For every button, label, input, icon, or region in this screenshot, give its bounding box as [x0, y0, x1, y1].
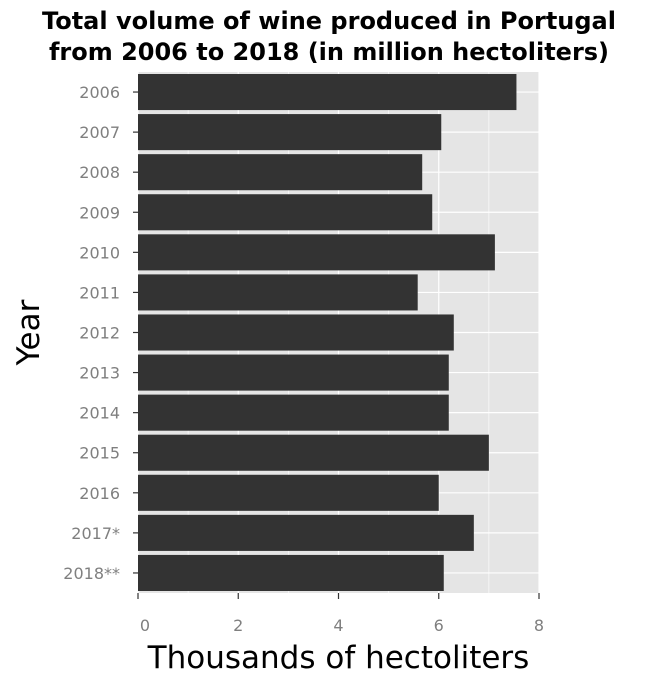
x-tick-label: 6: [434, 616, 444, 635]
y-tick-label: 2010: [79, 243, 120, 262]
chart-title-line-2: from 2006 to 2018 (in million hectoliter…: [48, 38, 610, 66]
bar-2013: [138, 354, 449, 391]
y-axis-title: Year: [11, 299, 47, 366]
y-tick-label: 2006: [79, 83, 120, 102]
y-tick-label: 2013: [79, 364, 120, 383]
bar-2006: [138, 74, 517, 111]
bars: [138, 74, 517, 591]
y-tick-label: 2011: [79, 283, 120, 302]
bar-2010: [138, 234, 495, 271]
y-tick-label: 2014: [79, 404, 120, 423]
chart-title-line-1: Total volume of wine produced in Portuga…: [42, 7, 616, 35]
x-tick-label: 2: [233, 616, 243, 635]
bar-2008: [138, 154, 423, 191]
y-tick-label: 2015: [79, 444, 120, 463]
x-tick-label: 4: [333, 616, 343, 635]
y-tick-label: 2018**: [63, 564, 120, 583]
bar-2007: [138, 114, 442, 151]
bar-2012: [138, 314, 454, 351]
y-axis: 2006 2007 2008 2009 2010 2011 2012 2013 2014 2015…: [63, 83, 138, 583]
y-tick-label: 2016: [79, 484, 120, 503]
y-tick-label: 2009: [79, 203, 120, 222]
bar-2016: [138, 474, 439, 511]
bar-2009: [138, 194, 433, 231]
x-axis-title: Thousands of hectoliters: [147, 640, 530, 676]
bar-2018: [138, 554, 444, 591]
bar-2011: [138, 274, 418, 311]
bar-2014: [138, 394, 449, 431]
y-tick-label: 2012: [79, 324, 120, 343]
y-tick-label: 2017*: [71, 524, 120, 543]
chart-title: Total volume of wine produced in Portuga…: [0, 6, 658, 68]
x-tick-label: 0: [140, 616, 150, 635]
x-tick-label: 8: [534, 616, 544, 635]
y-tick-label: 2007: [79, 123, 120, 142]
bar-2015: [138, 434, 489, 471]
x-axis: 0 2 4 6 8: [137, 593, 544, 635]
y-tick-label: 2008: [79, 163, 120, 182]
bar-2017: [138, 514, 474, 551]
